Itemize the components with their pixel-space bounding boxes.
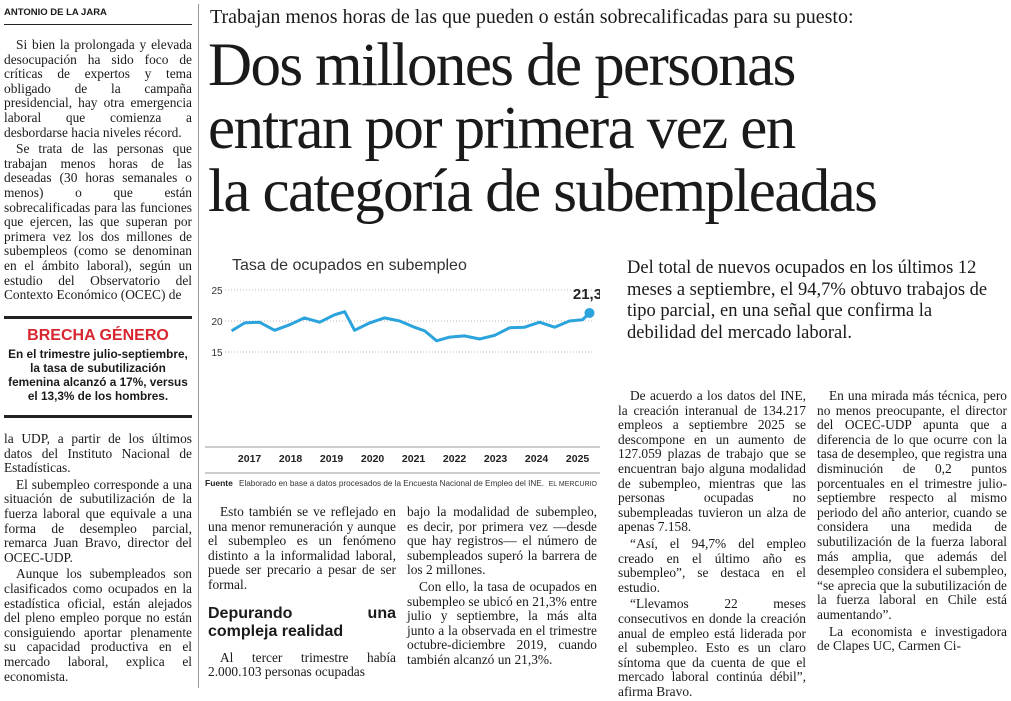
x-tick-label: 2017 bbox=[238, 453, 262, 465]
value-label: 21,3 bbox=[573, 286, 600, 303]
paragraph: El subempleo corresponde a una situación… bbox=[4, 476, 192, 565]
column-1-top: Si bien la prolongada y elevada desocupa… bbox=[4, 37, 192, 305]
chart: Tasa de ocupados en subempleo 1520252017… bbox=[205, 257, 600, 488]
x-tick-label: 2022 bbox=[443, 453, 467, 465]
paragraph: Con ello, la tasa de ocupados en subempl… bbox=[407, 578, 597, 667]
paragraph: Si bien la prolongada y elevada desocupa… bbox=[4, 37, 192, 140]
column-2: Esto también se ve reflejado en una meno… bbox=[208, 504, 396, 682]
column-4: De acuerdo a los datos del INE, la creac… bbox=[618, 388, 806, 701]
column-rule bbox=[198, 4, 199, 688]
paragraph: “Así, el 94,7% del empleo creado en el ú… bbox=[618, 535, 806, 595]
sidebar: BRECHA GÉNERO En el trimestre julio-sept… bbox=[4, 316, 192, 418]
paragraph: “Llevamos 22 meses consecutivos en donde… bbox=[618, 596, 806, 699]
x-tick-label: 2020 bbox=[361, 453, 385, 465]
paragraph: En una mirada más técnica, pero no menos… bbox=[817, 388, 1007, 622]
sidebar-title: BRECHA GÉNERO bbox=[27, 327, 169, 344]
end-point bbox=[584, 307, 595, 318]
x-tick-label: 2019 bbox=[320, 453, 344, 465]
paragraph: De acuerdo a los datos del INE, la creac… bbox=[618, 388, 806, 535]
column-3: bajo la modalidad de subempleo, es decir… bbox=[407, 504, 597, 670]
rule bbox=[4, 24, 192, 25]
x-tick-label: 2023 bbox=[484, 453, 508, 465]
source: Elaborado en base a datos procesados de … bbox=[239, 478, 544, 488]
column-5: En una mirada más técnica, pero no menos… bbox=[817, 388, 1007, 656]
y-tick-label: 25 bbox=[211, 286, 223, 297]
x-tick-label: 2018 bbox=[279, 453, 303, 465]
column-1-bottom: la UDP, a partir de los últimos datos de… bbox=[4, 431, 192, 686]
headline: Dos millones de personas entran por prim… bbox=[208, 32, 878, 225]
chart-title: Tasa de ocupados en subempleo bbox=[232, 257, 467, 274]
paragraph: la UDP, a partir de los últimos datos de… bbox=[4, 431, 192, 476]
paragraph: Se trata de las personas que trabajan me… bbox=[4, 141, 192, 303]
paragraph: Aunque los subempleados son clasificados… bbox=[4, 566, 192, 684]
paragraph: Al tercer trimestre había 2.000.103 pers… bbox=[208, 649, 396, 680]
subhead: Depurando una compleja realidad bbox=[208, 604, 396, 640]
paragraph: La economista e investigadora de Clapes … bbox=[817, 623, 1007, 654]
headline-line: la categoría de subempleadas bbox=[208, 158, 878, 225]
sidebar-text: En el trimestre julio-septiembre, la tas… bbox=[8, 347, 188, 403]
y-tick-label: 20 bbox=[211, 317, 223, 328]
headline-line: entran por primera vez en bbox=[208, 95, 796, 162]
kicker: Trabajan menos horas de las que pueden o… bbox=[210, 6, 854, 28]
x-tick-label: 2025 bbox=[566, 453, 590, 465]
paragraph: Esto también se ve reflejado en una meno… bbox=[208, 504, 396, 592]
x-tick-label: 2024 bbox=[525, 453, 549, 465]
headline-line: Dos millones de personas bbox=[208, 32, 796, 99]
source-label: Fuente bbox=[205, 478, 233, 488]
byline: ANTONIO DE LA JARA bbox=[4, 7, 107, 18]
x-tick-label: 2021 bbox=[402, 453, 426, 465]
data-line bbox=[230, 310, 591, 343]
deck: Del total de nuevos ocupados en los últi… bbox=[627, 258, 988, 343]
paragraph: bajo la modalidad de subempleo, es decir… bbox=[407, 504, 597, 578]
credit: EL MERCURIO bbox=[549, 481, 598, 488]
y-tick-label: 15 bbox=[211, 348, 223, 359]
